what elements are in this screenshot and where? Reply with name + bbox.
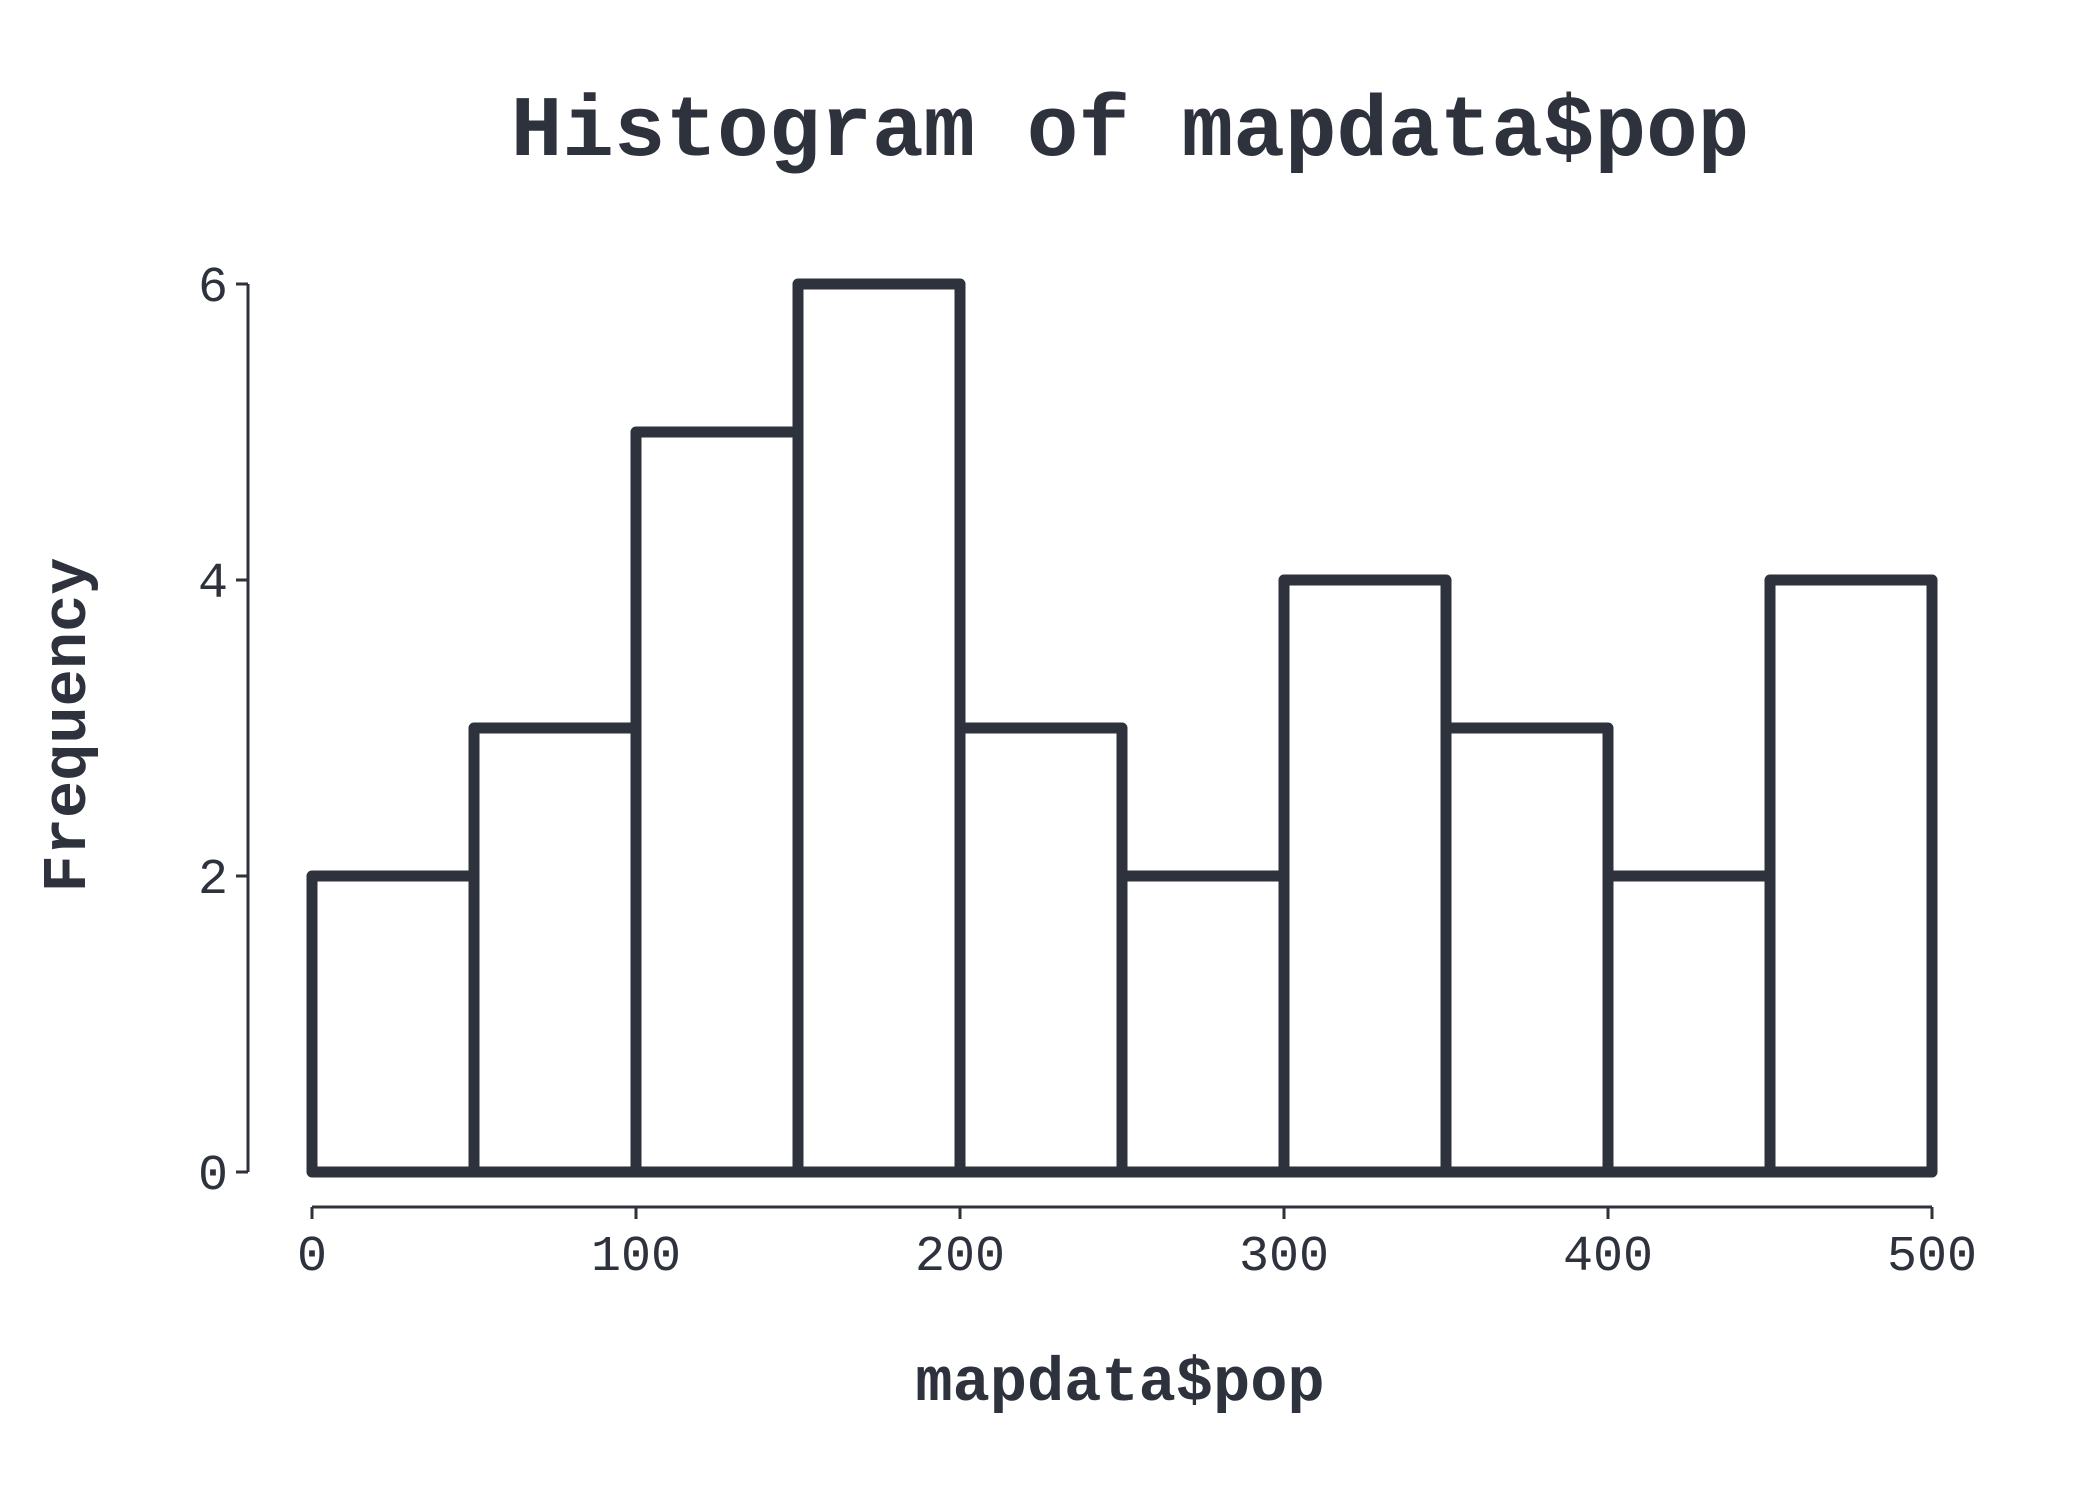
histogram-bar-7 — [1278, 574, 1452, 1178]
histogram-bar-6 — [1116, 870, 1290, 1178]
bars-group — [306, 278, 1938, 1178]
x-tick-label: 400 — [1563, 1229, 1653, 1286]
x-ticks-group: 0 100 200 300 400 500 — [297, 1207, 1977, 1286]
y-tick-label: 0 — [198, 1148, 228, 1205]
y-ticks-group: 0 2 4 6 — [198, 260, 248, 1205]
histogram-bar-10 — [1764, 574, 1938, 1178]
x-tick-label: 100 — [591, 1229, 681, 1286]
histogram-bar-8 — [1440, 722, 1614, 1178]
chart-title: Histogram of mapdata$pop — [511, 83, 1750, 181]
x-tick-label: 500 — [1887, 1229, 1977, 1286]
y-tick-label: 2 — [198, 852, 228, 909]
histogram-bar-9 — [1602, 870, 1776, 1178]
histogram-bar-4 — [792, 278, 966, 1178]
x-tick-label: 200 — [915, 1229, 1005, 1286]
x-axis-label: mapdata$pop — [915, 1348, 1324, 1419]
histogram-bar-3 — [630, 426, 804, 1178]
y-tick-label: 6 — [198, 260, 228, 317]
histogram-bar-2 — [468, 722, 642, 1178]
histogram-bar-1 — [306, 870, 480, 1178]
x-tick-label: 0 — [297, 1229, 327, 1286]
x-tick-label: 300 — [1239, 1229, 1329, 1286]
y-tick-label: 4 — [198, 556, 228, 613]
y-axis-label: Frequency — [33, 558, 104, 893]
histogram-bar-5 — [954, 722, 1128, 1178]
